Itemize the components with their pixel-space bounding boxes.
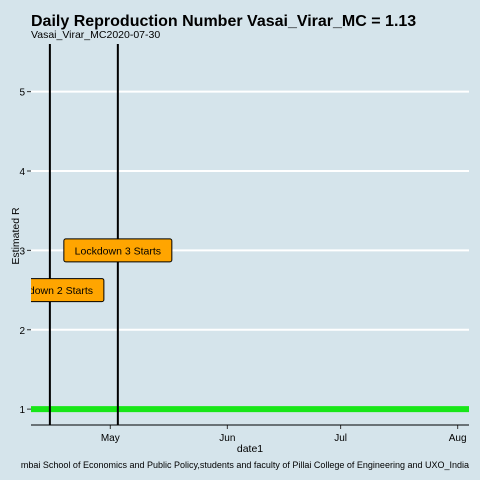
y-tick-label: 1 (19, 405, 25, 416)
y-tick-label: 4 (19, 167, 25, 178)
x-tick-label: Jun (219, 433, 235, 444)
y-axis-label: Estimated R (10, 207, 22, 265)
y-tick-label: 5 (19, 88, 25, 99)
y-tick-label: 3 (19, 246, 25, 257)
chart-subtitle: Vasai_Virar_MC2020-07-30 (31, 29, 160, 41)
y-tick-label: 2 (19, 326, 25, 337)
x-tick-label: Aug (449, 433, 467, 444)
x-tick-label: May (101, 433, 120, 444)
event-label-group: Lockdown 2 Starts (7, 278, 105, 303)
event-label-box (63, 238, 173, 263)
event-label: Lockdown 3 Starts (75, 245, 161, 257)
event-label-box (31, 278, 105, 303)
x-tick-label: Jul (334, 433, 347, 444)
x-axis-label: date1 (237, 443, 263, 455)
chart-title: Daily Reproduction Number Vasai_Virar_MC… (31, 13, 416, 30)
event-label: Lockdown 2 Starts (7, 285, 93, 297)
chart-caption: mbai School of Economics and Public Poli… (21, 460, 469, 470)
axes: 1 2 3 4 5 May Jun Jul Aug (19, 88, 469, 444)
event-lines: Lockdown 2 Starts Lockdown 3 Starts (7, 44, 173, 425)
event-label-group: Lockdown 3 Starts (63, 238, 173, 263)
